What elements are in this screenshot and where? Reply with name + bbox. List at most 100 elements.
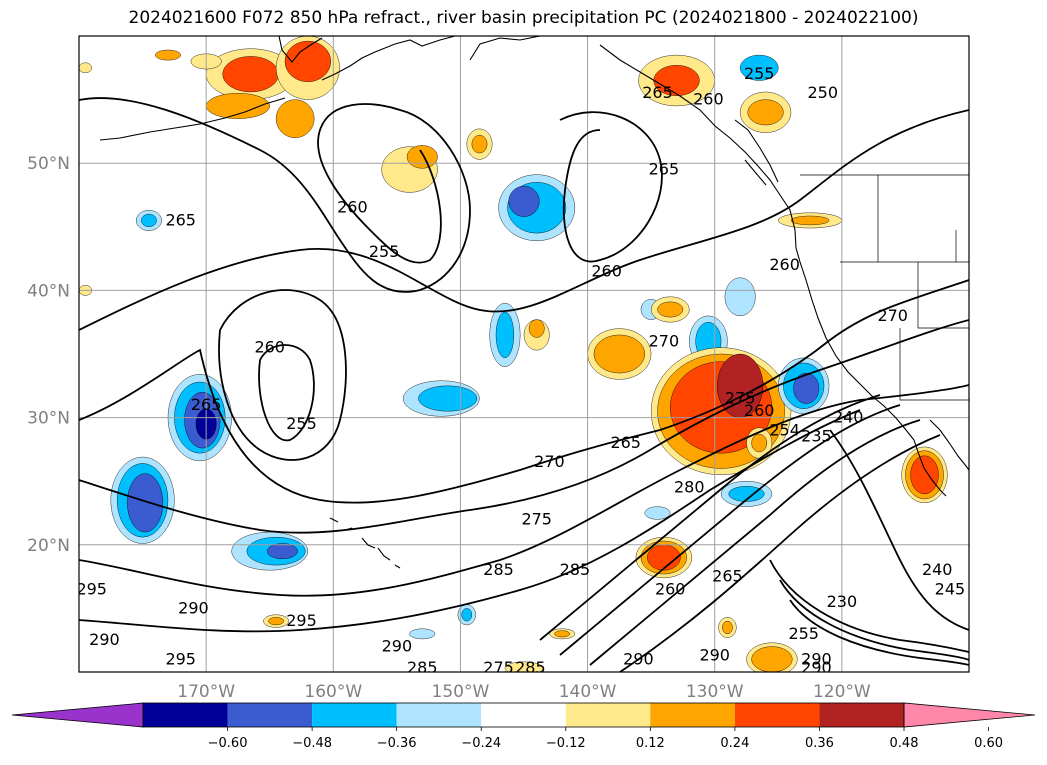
contour-label: 260	[655, 579, 686, 598]
contour-label: 265	[610, 433, 641, 452]
contour-label: 255	[369, 242, 400, 261]
contour-label: 240	[922, 560, 953, 579]
contour-label: 260	[337, 198, 368, 217]
contour-label: 290	[623, 649, 654, 668]
pc-region-pos-2	[593, 334, 645, 374]
contour-label: 285	[407, 658, 438, 677]
colorbar-tick-label: −0.48	[292, 736, 332, 751]
contour-lines-arc	[79, 109, 969, 331]
contour-labels: 255 250 260 265 265 265 260 255 260 260 260 255 265 2…	[76, 64, 966, 677]
colorbar-swatch	[650, 703, 735, 727]
lon-label: 160°W	[304, 682, 362, 702]
contour-label: 265	[712, 567, 743, 586]
contour-label: 290	[801, 658, 832, 677]
pc-region-neg-2	[739, 54, 779, 81]
colorbar-tick-labels: −0.60 −0.48 −0.36 −0.24 −0.12 0.12 0.24 0.36 0.4…	[208, 727, 1003, 751]
contour-lines-mid	[79, 279, 969, 504]
pc-region-pos-2	[790, 215, 830, 226]
ocean-background	[79, 36, 969, 672]
contour-label: 275	[483, 658, 514, 677]
colorbar-tick-label: −0.12	[546, 736, 586, 751]
pc-region-pos-2	[406, 145, 438, 169]
colorbar-tick-label: −0.24	[461, 736, 501, 751]
colorbar	[11, 702, 1036, 728]
contour-lines-south-1	[79, 319, 969, 534]
contour-label: 285	[483, 560, 514, 579]
pc-region-neg-1	[644, 506, 671, 520]
contour-label: 285	[560, 560, 591, 579]
baja-california	[913, 419, 969, 497]
pc-region-pos-2	[657, 301, 684, 318]
contour-label: 250	[808, 83, 839, 102]
pc-region-pos-3	[647, 544, 681, 571]
pc-region-pos-2	[554, 630, 570, 638]
contour-label: 275	[521, 509, 552, 528]
lon-label: 130°W	[686, 682, 744, 702]
colorbar-extend-max	[903, 702, 1036, 728]
colorbar-swatch	[143, 703, 228, 727]
contour-label: 270	[877, 306, 908, 325]
pc-region-neg-2	[461, 608, 473, 622]
contour-label: 295	[165, 649, 196, 668]
lat-label: 20°N	[27, 536, 70, 556]
contour-label: 290	[801, 649, 832, 668]
contour-label: 295	[76, 579, 107, 598]
colorbar-extend-min	[11, 702, 144, 728]
pc-region-pos-2	[155, 49, 181, 61]
pc-region-pos-2	[268, 617, 284, 626]
contour-label: 280	[674, 478, 705, 497]
contour-label: 265	[165, 210, 196, 229]
contour-label: 255	[744, 64, 775, 83]
pc-region-neg-3	[508, 185, 540, 217]
contour-label: 240	[833, 408, 864, 427]
precipitation-pc-fills	[79, 36, 948, 672]
contour-lines-ridge	[559, 111, 663, 263]
contour-label: 290	[382, 637, 413, 656]
contour-label: 255	[788, 624, 819, 643]
contour-label: 265	[642, 83, 673, 102]
lon-label: 140°W	[559, 682, 617, 702]
contour-label: 245	[935, 579, 966, 598]
contour-label: 270	[534, 452, 565, 471]
map-frame	[78, 35, 970, 673]
contour-lines-trough	[218, 289, 347, 461]
contour-lines-south-2	[79, 384, 969, 597]
contour-lines-southeast	[769, 429, 969, 666]
pc-region-neg-1	[409, 628, 436, 640]
contour-label: 265	[191, 395, 222, 414]
colorbar-tick-label: 0.48	[890, 736, 919, 751]
alaska-coast	[278, 36, 541, 81]
pc-region-pos-3	[222, 56, 279, 93]
colorbar-tick-label: −0.60	[208, 736, 248, 751]
contour-label: 295	[286, 611, 317, 630]
coastlines	[99, 36, 969, 569]
contour-label: 290	[178, 598, 209, 617]
contour-label: 290	[699, 645, 730, 664]
contour-label: 285	[515, 658, 546, 677]
latitude-labels: 50°N 40°N 30°N 20°N	[27, 154, 70, 556]
contour-label: 265	[649, 160, 680, 179]
contour-lines-gradient-band	[539, 394, 941, 672]
contour-label: 235	[801, 427, 832, 446]
lat-label: 50°N	[27, 154, 70, 174]
contour-lines-trough-inner	[258, 344, 315, 442]
pc-region-pos-1	[79, 62, 92, 74]
contour-label: 275	[725, 389, 756, 408]
lat-label: 40°N	[27, 281, 70, 301]
pc-region-neg-1	[724, 277, 756, 317]
pc-region-neg-3	[793, 372, 820, 404]
contour-label: 260	[693, 90, 724, 109]
british-columbia-islands	[734, 119, 779, 186]
pc-region-pos-3	[284, 40, 331, 82]
pc-region-neg-2	[728, 486, 765, 502]
pc-region-neg-3	[127, 473, 164, 533]
pc-region-neg-3	[266, 543, 298, 559]
colorbar-swatch	[565, 703, 651, 727]
colorbar-tick-label: 0.24	[720, 736, 749, 751]
contour-label: 260	[591, 261, 622, 280]
colorbar-swatch	[396, 703, 482, 727]
contour-label: 230	[827, 592, 858, 611]
colorbar-outline	[142, 702, 905, 728]
pc-region-neg-2	[495, 311, 515, 359]
contour-label: 260	[254, 338, 285, 357]
